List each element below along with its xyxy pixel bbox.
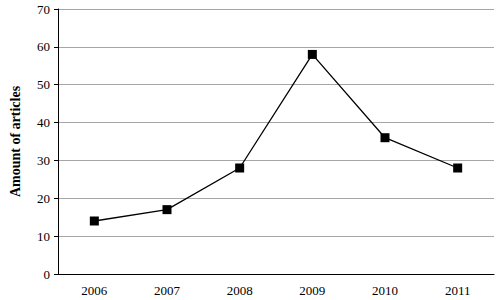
svg-text:2008: 2008 bbox=[227, 283, 253, 298]
svg-text:50: 50 bbox=[37, 77, 50, 92]
svg-text:Amount of articles: Amount of articles bbox=[8, 85, 23, 197]
svg-text:2009: 2009 bbox=[299, 283, 325, 298]
svg-text:60: 60 bbox=[37, 39, 50, 54]
svg-text:2011: 2011 bbox=[445, 283, 471, 298]
svg-text:40: 40 bbox=[37, 115, 50, 130]
svg-text:70: 70 bbox=[37, 2, 50, 17]
svg-text:20: 20 bbox=[37, 191, 50, 206]
svg-text:30: 30 bbox=[37, 153, 50, 168]
svg-text:2007: 2007 bbox=[154, 283, 181, 298]
svg-text:2010: 2010 bbox=[372, 283, 398, 298]
svg-text:10: 10 bbox=[37, 229, 50, 244]
svg-text:2006: 2006 bbox=[81, 283, 108, 298]
svg-text:0: 0 bbox=[44, 267, 51, 282]
